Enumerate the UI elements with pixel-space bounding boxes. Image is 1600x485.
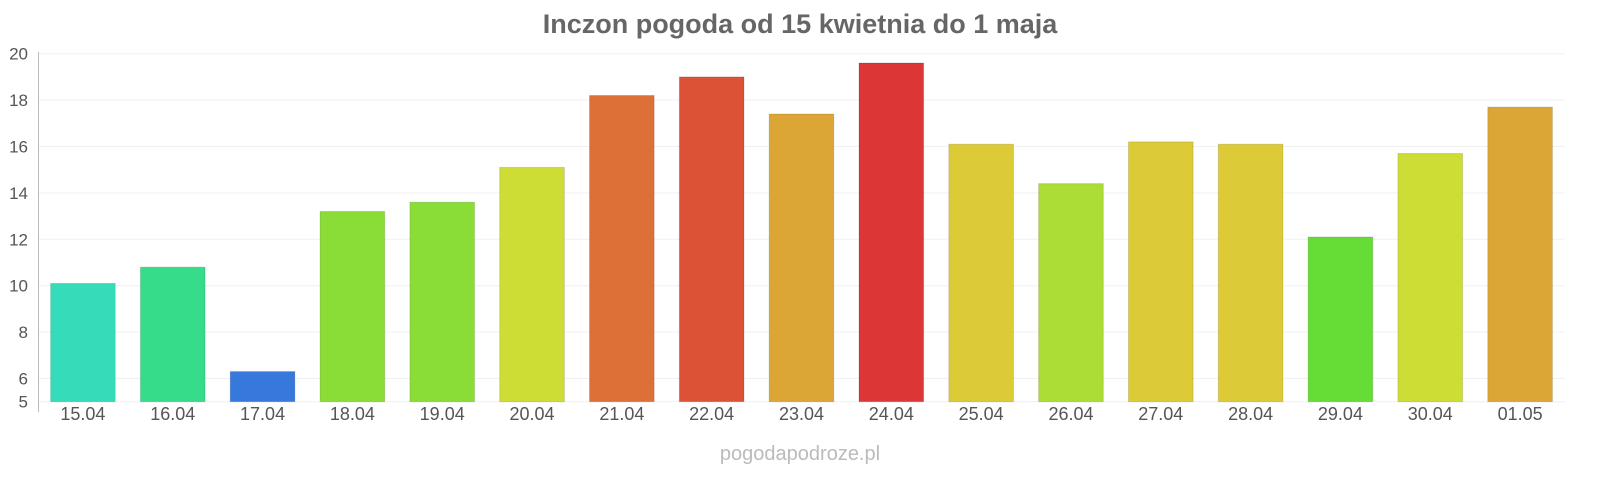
x-tick-label: 28.04 [1228, 404, 1273, 424]
x-tick-label: 17.04 [240, 404, 285, 424]
x-tick-label: 27.04 [1138, 404, 1183, 424]
x-tick-label: 26.04 [1048, 404, 1093, 424]
bar-19.04[interactable] [409, 201, 476, 403]
x-tick-label: 30.04 [1408, 404, 1453, 424]
bar-20.04[interactable] [499, 166, 565, 403]
bar-15.04[interactable] [50, 282, 116, 403]
x-tick-label: 22.04 [689, 404, 734, 424]
bar-29.04[interactable] [1307, 236, 1374, 403]
x-tick-label: 25.04 [959, 404, 1004, 424]
bar-17.04[interactable] [229, 371, 296, 403]
bar-23.04[interactable] [768, 113, 835, 403]
y-tick-label: 12 [9, 230, 28, 249]
x-tick-label: 01.05 [1498, 404, 1543, 424]
bar-22.04[interactable] [678, 76, 745, 403]
bar-25.04[interactable] [948, 143, 1014, 403]
y-tick-label: 6 [19, 370, 28, 389]
bar-01.05[interactable] [1487, 106, 1553, 403]
bar-30.04[interactable] [1397, 152, 1464, 403]
y-tick-label: 14 [9, 184, 28, 203]
x-tick-label: 23.04 [779, 404, 824, 424]
x-tick-label: 29.04 [1318, 404, 1363, 424]
x-tick-label: 24.04 [869, 404, 914, 424]
x-tick-label: 15.04 [60, 404, 105, 424]
x-tick-label: 18.04 [330, 404, 375, 424]
x-tick-label: 21.04 [599, 404, 644, 424]
y-tick-label: 18 [9, 91, 28, 110]
bar-18.04[interactable] [319, 210, 386, 403]
y-tick-label: 16 [9, 138, 28, 157]
x-tick-label: 16.04 [150, 404, 195, 424]
y-tick-label: 20 [9, 45, 28, 64]
y-tick-label: 5 [19, 393, 28, 412]
x-tick-label: 20.04 [510, 404, 555, 424]
source-watermark: pogodapodroze.pl [720, 443, 880, 465]
y-tick-label: 8 [19, 323, 28, 342]
bar-21.04[interactable] [589, 94, 655, 403]
x-tick-label: 19.04 [420, 404, 465, 424]
y-tick-label: 10 [9, 277, 28, 296]
bar-28.04[interactable] [1217, 143, 1284, 403]
bar-27.04[interactable] [1127, 141, 1194, 403]
bar-26.04[interactable] [1038, 183, 1104, 403]
bar-24.04[interactable] [858, 62, 925, 403]
chart-title: Inczon pogoda od 15 kwietnia do 1 maja [543, 9, 1059, 39]
bar-16.04[interactable] [139, 266, 206, 403]
